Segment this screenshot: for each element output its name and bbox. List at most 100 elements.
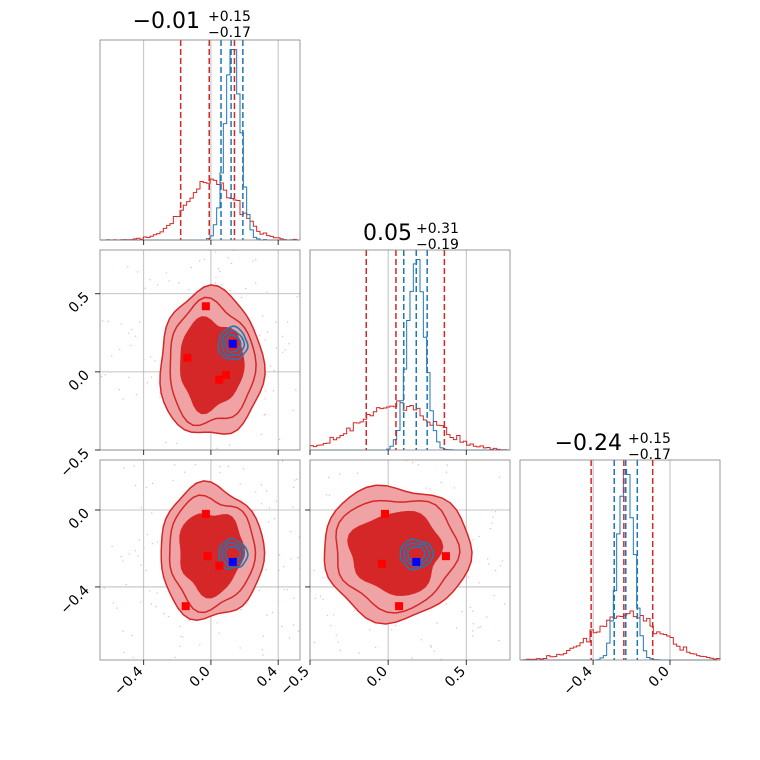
sample-point	[120, 323, 123, 325]
sample-point	[260, 433, 263, 436]
title-p1-minus: −0.17	[208, 25, 251, 41]
sample-point	[467, 576, 470, 578]
sample-point	[219, 270, 221, 273]
sample-point	[275, 500, 278, 502]
sample-point	[292, 506, 294, 508]
title-p1-plus: +0.15	[208, 9, 251, 25]
sample-point	[325, 494, 328, 496]
sample-point	[242, 468, 245, 470]
sample-point	[278, 554, 281, 556]
contour-blue	[224, 333, 242, 354]
marker-red	[181, 602, 190, 611]
sample-point	[136, 394, 138, 396]
sample-point	[499, 565, 501, 567]
sample-point	[221, 284, 223, 286]
sample-point	[297, 557, 299, 559]
hist-red	[520, 610, 721, 661]
sample-point	[494, 569, 497, 572]
sample-point	[338, 473, 341, 475]
sample-point	[219, 465, 221, 468]
sample-point	[478, 582, 480, 584]
sample-point	[472, 539, 474, 541]
sample-point	[488, 563, 490, 565]
sample-point	[178, 282, 180, 284]
sample-point	[275, 347, 278, 349]
sample-point	[215, 276, 217, 279]
sample-point	[122, 398, 124, 400]
contour-red	[179, 513, 246, 599]
sample-point	[453, 487, 456, 489]
sample-point	[168, 280, 170, 282]
sample-point	[313, 569, 315, 572]
sample-point	[142, 495, 145, 497]
sample-point	[492, 516, 494, 518]
sample-point	[333, 614, 335, 616]
sample-point	[198, 260, 201, 262]
contour-red	[180, 316, 245, 415]
sample-point	[262, 654, 264, 656]
sample-point	[159, 396, 161, 398]
sample-point	[116, 607, 118, 609]
marker-blue	[412, 557, 421, 566]
panel-frame	[99, 459, 301, 661]
sample-point	[440, 481, 443, 484]
marker-red	[201, 509, 210, 518]
hist-red	[309, 400, 510, 451]
sample-point	[261, 649, 264, 651]
sample-point	[252, 260, 254, 262]
sample-point	[489, 527, 492, 530]
sample-point	[245, 287, 247, 290]
sample-point	[172, 479, 174, 482]
sample-point	[391, 629, 393, 631]
sample-point	[313, 641, 316, 644]
sample-point	[296, 478, 298, 480]
sample-point	[314, 597, 317, 600]
sample-point	[275, 321, 277, 323]
sample-point	[294, 479, 296, 481]
sample-point	[282, 351, 284, 353]
sample-point	[339, 649, 342, 652]
marker-red	[395, 602, 404, 611]
marker-red	[381, 509, 389, 518]
contour-blue	[217, 325, 249, 361]
hist-red	[100, 178, 300, 241]
sample-point	[281, 460, 284, 462]
marker-red	[201, 302, 210, 311]
contour-blue	[218, 537, 249, 570]
sample-point	[369, 629, 371, 631]
sample-point	[143, 359, 145, 361]
sample-point	[420, 639, 423, 641]
sample-point	[103, 587, 105, 589]
sample-point	[255, 491, 257, 493]
sample-point	[328, 494, 331, 496]
sample-point	[118, 389, 121, 391]
sample-point	[125, 583, 128, 586]
panel-p1-p3-density	[99, 459, 301, 661]
sample-point	[227, 465, 230, 468]
sample-point	[264, 398, 266, 400]
contour-blue	[221, 541, 245, 567]
sample-point	[239, 483, 241, 485]
sample-point	[504, 603, 506, 605]
sample-point	[163, 613, 165, 615]
sample-point	[430, 646, 433, 648]
sample-point	[417, 464, 420, 466]
sample-point	[179, 625, 181, 628]
sample-point	[157, 284, 159, 286]
sample-point	[479, 626, 481, 628]
panel-frame	[99, 39, 301, 241]
sample-point	[149, 279, 151, 281]
sample-point	[446, 464, 448, 466]
sample-point	[123, 651, 125, 654]
sample-point	[486, 616, 488, 618]
sample-point	[150, 356, 152, 358]
sample-point	[228, 444, 231, 446]
sample-point	[194, 464, 197, 466]
sample-point	[272, 390, 275, 392]
sample-point	[150, 376, 153, 378]
sample-point	[122, 560, 124, 562]
sample-point	[262, 315, 264, 317]
sample-point	[472, 630, 474, 632]
title-p2-minus: −0.19	[416, 237, 459, 253]
sample-point	[128, 553, 130, 555]
